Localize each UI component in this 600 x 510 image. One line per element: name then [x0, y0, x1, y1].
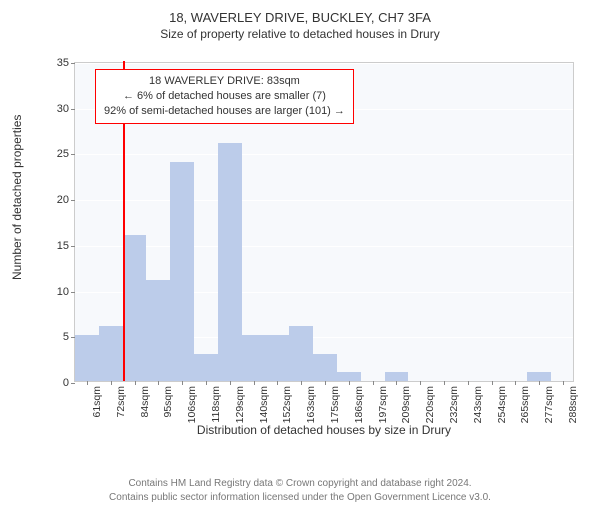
y-tick-label: 25: [57, 148, 69, 160]
x-tick: [111, 381, 112, 385]
gridline: [75, 200, 573, 201]
x-axis-label: Distribution of detached houses by size …: [75, 423, 573, 437]
y-tick-label: 20: [57, 194, 69, 206]
x-tick: [158, 381, 159, 385]
y-tick-label: 30: [57, 103, 69, 115]
x-tick-label: 197sqm: [377, 386, 389, 423]
footer-line-1: Contains HM Land Registry data © Crown c…: [0, 477, 600, 491]
bar: [123, 235, 147, 381]
chart-title-main: 18, WAVERLEY DRIVE, BUCKLEY, CH7 3FA: [0, 10, 600, 25]
bar: [194, 354, 218, 381]
x-tick: [301, 381, 302, 385]
x-tick: [182, 381, 183, 385]
x-tick: [444, 381, 445, 385]
y-tick: [71, 246, 75, 247]
x-tick: [87, 381, 88, 385]
bar: [242, 335, 266, 381]
x-tick-label: 72sqm: [115, 386, 127, 418]
y-axis-label: Number of detached properties: [10, 115, 24, 280]
y-tick-label: 0: [63, 377, 69, 389]
x-tick: [468, 381, 469, 385]
x-tick-label: 175sqm: [329, 386, 341, 423]
gridline: [75, 246, 573, 247]
x-tick: [135, 381, 136, 385]
y-tick: [71, 200, 75, 201]
x-tick-label: 186sqm: [353, 386, 365, 423]
chart-wrap: 18 WAVERLEY DRIVE: 83sqm← 6% of detached…: [38, 62, 586, 440]
annotation-line: ← 6% of detached houses are smaller (7): [104, 89, 345, 104]
bar: [265, 335, 289, 381]
y-tick: [71, 154, 75, 155]
y-tick: [71, 109, 75, 110]
x-tick: [277, 381, 278, 385]
x-tick: [420, 381, 421, 385]
bar: [313, 354, 337, 381]
x-tick: [349, 381, 350, 385]
x-tick: [206, 381, 207, 385]
annotation-box: 18 WAVERLEY DRIVE: 83sqm← 6% of detached…: [95, 69, 354, 124]
bar: [146, 280, 170, 381]
x-tick-label: 265sqm: [519, 386, 531, 423]
x-tick-label: 152sqm: [281, 386, 293, 423]
bar: [170, 162, 194, 381]
footer-line-2: Contains public sector information licen…: [0, 491, 600, 505]
y-tick-label: 5: [63, 331, 69, 343]
x-tick: [563, 381, 564, 385]
bar: [337, 372, 361, 381]
x-tick-label: 106sqm: [186, 386, 198, 423]
x-tick-label: 129sqm: [234, 386, 246, 423]
annotation-line: 18 WAVERLEY DRIVE: 83sqm: [104, 74, 345, 89]
y-tick-label: 10: [57, 286, 69, 298]
annotation-line: 92% of semi-detached houses are larger (…: [104, 104, 345, 119]
bar: [527, 372, 551, 381]
x-tick-label: 163sqm: [305, 386, 317, 423]
x-tick-label: 140sqm: [258, 386, 270, 423]
x-tick: [254, 381, 255, 385]
x-tick: [515, 381, 516, 385]
x-tick-label: 243sqm: [472, 386, 484, 423]
y-tick-label: 35: [57, 57, 69, 69]
bar: [385, 372, 409, 381]
x-tick-label: 288sqm: [567, 386, 579, 423]
y-tick: [71, 292, 75, 293]
x-tick: [325, 381, 326, 385]
gridline: [75, 63, 573, 64]
x-tick-label: 220sqm: [424, 386, 436, 423]
gridline: [75, 154, 573, 155]
plot-area: 18 WAVERLEY DRIVE: 83sqm← 6% of detached…: [74, 62, 574, 382]
x-tick: [492, 381, 493, 385]
y-tick: [71, 383, 75, 384]
x-tick-label: 118sqm: [210, 386, 222, 423]
bar: [218, 143, 242, 381]
x-tick: [396, 381, 397, 385]
gridline: [75, 383, 573, 384]
chart-title-sub: Size of property relative to detached ho…: [0, 27, 600, 41]
x-tick: [230, 381, 231, 385]
x-tick-label: 84sqm: [139, 386, 151, 418]
x-tick-label: 95sqm: [162, 386, 174, 418]
x-tick-label: 209sqm: [400, 386, 412, 423]
x-tick-label: 232sqm: [448, 386, 460, 423]
x-tick-label: 61sqm: [91, 386, 103, 418]
x-tick-label: 277sqm: [543, 386, 555, 423]
x-tick: [373, 381, 374, 385]
bar: [99, 326, 123, 381]
bar: [289, 326, 313, 381]
bar: [75, 335, 99, 381]
x-tick: [539, 381, 540, 385]
x-tick-label: 254sqm: [496, 386, 508, 423]
y-tick-label: 15: [57, 240, 69, 252]
y-tick: [71, 63, 75, 64]
